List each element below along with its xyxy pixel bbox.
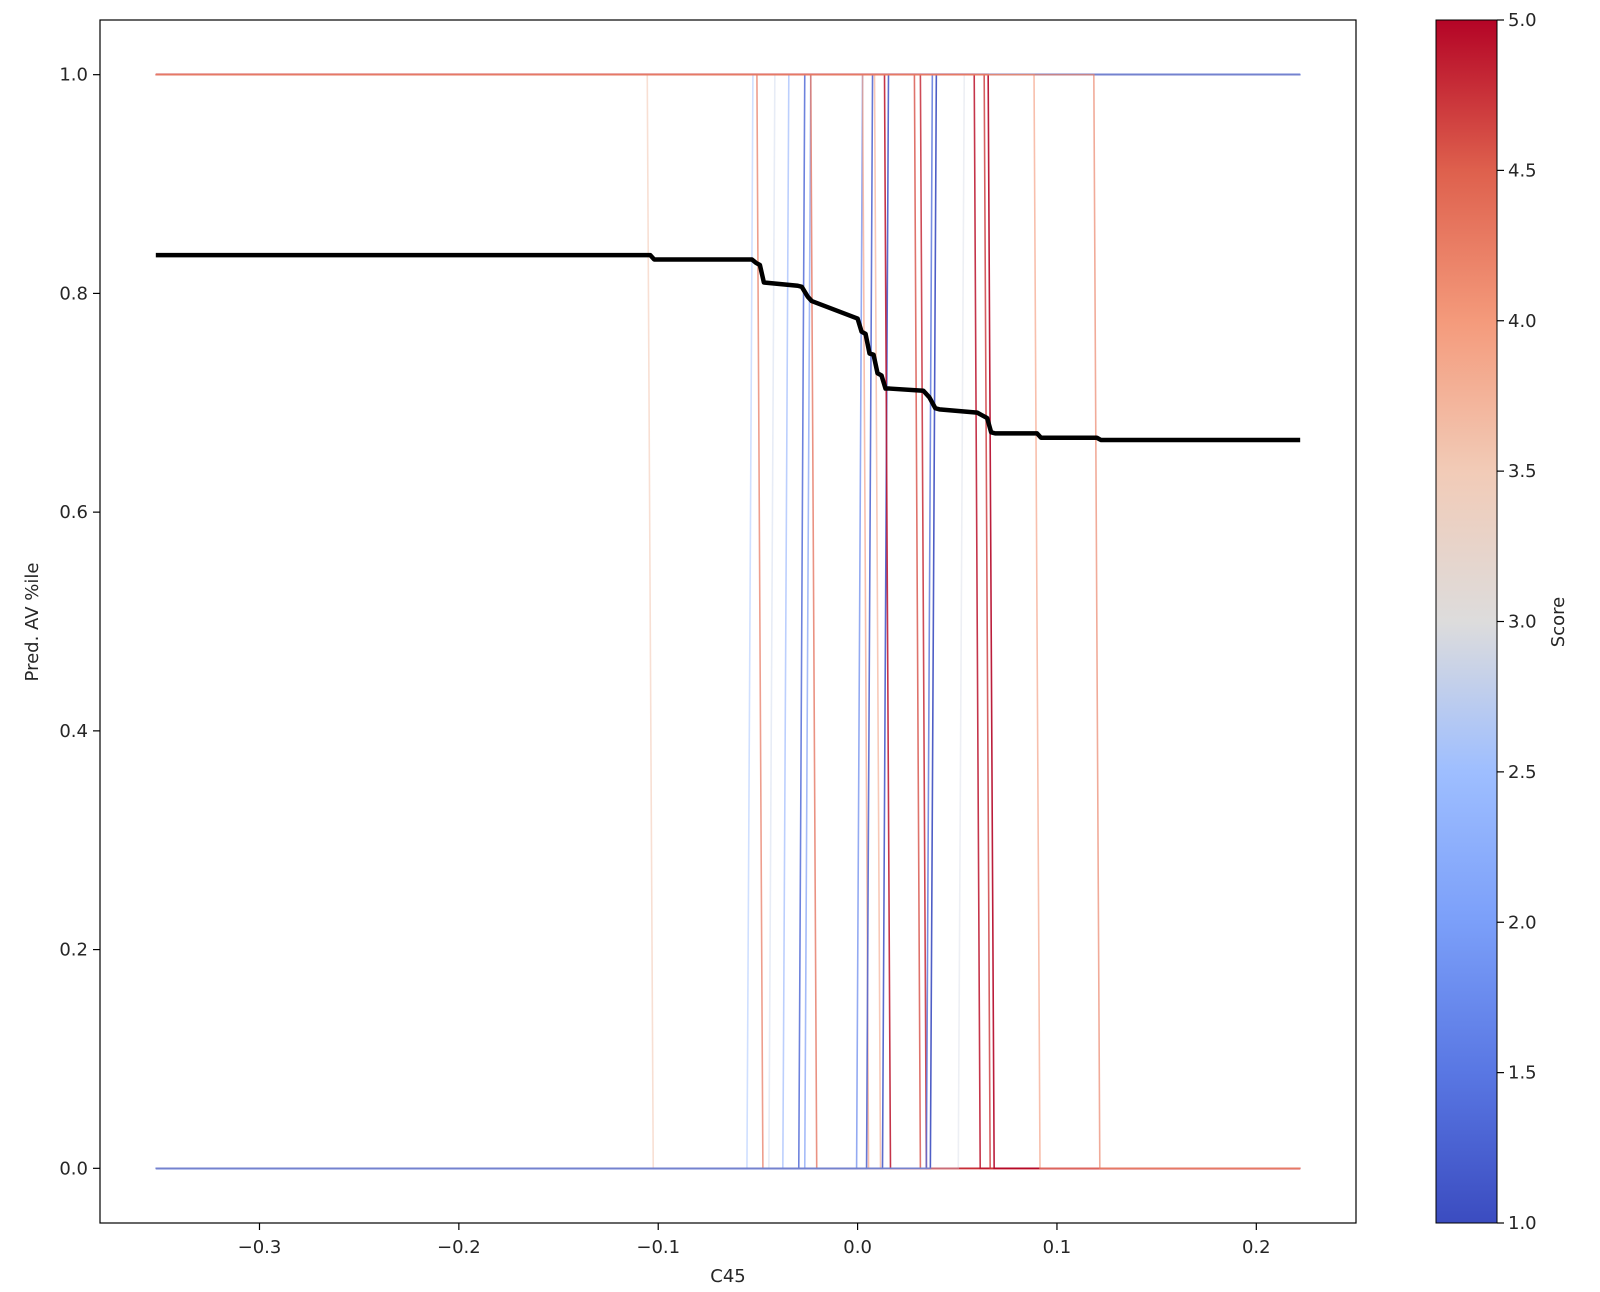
ice-curve-11 bbox=[155, 73, 1301, 1170]
x-tick-label: −0.2 bbox=[437, 1237, 481, 1258]
y-tick-label: 0.8 bbox=[59, 283, 88, 304]
ice-curve-17 bbox=[155, 73, 1301, 1170]
ice-curve-4 bbox=[155, 73, 1301, 1170]
colorbar-tick-label: 1.0 bbox=[1508, 1213, 1537, 1234]
y-axis-title: Pred. AV %ile bbox=[22, 563, 43, 682]
x-axis: −0.3 −0.2 −0.1 0.0 0.1 0.2 bbox=[238, 1223, 1271, 1258]
plot-area bbox=[155, 73, 1301, 1170]
x-tick-label: −0.3 bbox=[238, 1237, 282, 1258]
ice-curve-16 bbox=[155, 73, 1301, 1170]
y-tick-label: 0.6 bbox=[59, 502, 88, 523]
ice-curve-3 bbox=[155, 73, 1301, 1170]
ice-curve-23 bbox=[155, 73, 1301, 1170]
colorbar-tick-label: 4.5 bbox=[1508, 160, 1537, 181]
x-tick-label: 0.1 bbox=[1043, 1237, 1072, 1258]
ice-curve-7 bbox=[155, 73, 1301, 1170]
colorbar-tick-label: 3.0 bbox=[1508, 612, 1537, 633]
ice-curve-18 bbox=[155, 73, 1301, 1170]
ice-curve-14 bbox=[155, 73, 1301, 1170]
x-tick-label: −0.1 bbox=[636, 1237, 680, 1258]
colorbar-tick-label: 5.0 bbox=[1508, 10, 1537, 31]
ice-curve-5 bbox=[155, 73, 1301, 1170]
ice-curve-22 bbox=[155, 73, 1301, 1170]
y-tick-label: 0.4 bbox=[59, 721, 88, 742]
ice-curve-13 bbox=[155, 73, 1301, 1170]
colorbar-tick-label: 2.0 bbox=[1508, 912, 1537, 933]
ice-curve-15 bbox=[155, 73, 1301, 1170]
ice-curve-9 bbox=[155, 73, 1301, 1170]
ice-curve-12 bbox=[155, 73, 1301, 1170]
x-tick-label: 0.0 bbox=[843, 1237, 872, 1258]
plot-frame bbox=[99, 19, 1357, 1224]
ice-curve-2 bbox=[155, 73, 1301, 1170]
colorbar-tick-label: 4.0 bbox=[1508, 311, 1537, 332]
y-tick-label: 1.0 bbox=[59, 65, 88, 86]
colorbar bbox=[1435, 19, 1498, 1224]
colorbar-axis: 1.0 1.5 2.0 2.5 3.0 3.5 4.0 4.5 5.0 bbox=[1497, 10, 1537, 1234]
colorbar-title: Score bbox=[1548, 597, 1569, 647]
y-axis: 0.0 0.2 0.4 0.6 0.8 1.0 bbox=[59, 65, 100, 1179]
x-axis-title: C45 bbox=[710, 1266, 745, 1287]
ice-curve-6 bbox=[155, 73, 1301, 1170]
ice-curve-21 bbox=[155, 73, 1301, 1170]
ice-curve-20 bbox=[155, 73, 1301, 1170]
colorbar-tick-label: 1.5 bbox=[1508, 1063, 1537, 1084]
ice-curve-24 bbox=[155, 73, 1301, 1170]
ice-curve-10 bbox=[155, 73, 1301, 1170]
average-line-1 bbox=[155, 252, 1301, 443]
colorbar-tick-label: 2.5 bbox=[1508, 762, 1537, 783]
y-tick-label: 0.0 bbox=[59, 1158, 88, 1179]
x-tick-label: 0.2 bbox=[1242, 1237, 1271, 1258]
ice-curve-1 bbox=[155, 73, 1301, 1170]
y-tick-label: 0.2 bbox=[59, 940, 88, 961]
ice-curve-8 bbox=[155, 73, 1301, 1170]
colorbar-tick-label: 3.5 bbox=[1508, 461, 1537, 482]
ice-curve-19 bbox=[155, 73, 1301, 1170]
